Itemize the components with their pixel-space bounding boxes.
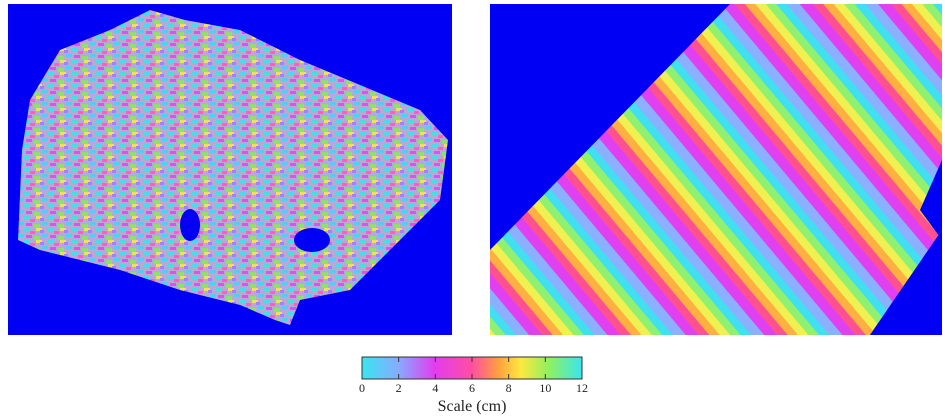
gap [180,209,200,241]
colorbar-label: Scale (cm) [438,398,507,415]
tick-label: 10 [539,381,551,395]
tick-label: 8 [506,381,512,395]
tick-label: 4 [432,381,438,395]
page: Scale (cm) 024681012 (() => { const data… [0,0,945,417]
tick-label: 12 [576,381,588,395]
gap [294,228,330,252]
figure: Scale (cm) 0 2 4 6 8 10 12 [0,0,945,417]
tick-label: 6 [469,381,475,395]
tick-label: 0 [359,381,365,395]
tick-label: 2 [396,381,402,395]
